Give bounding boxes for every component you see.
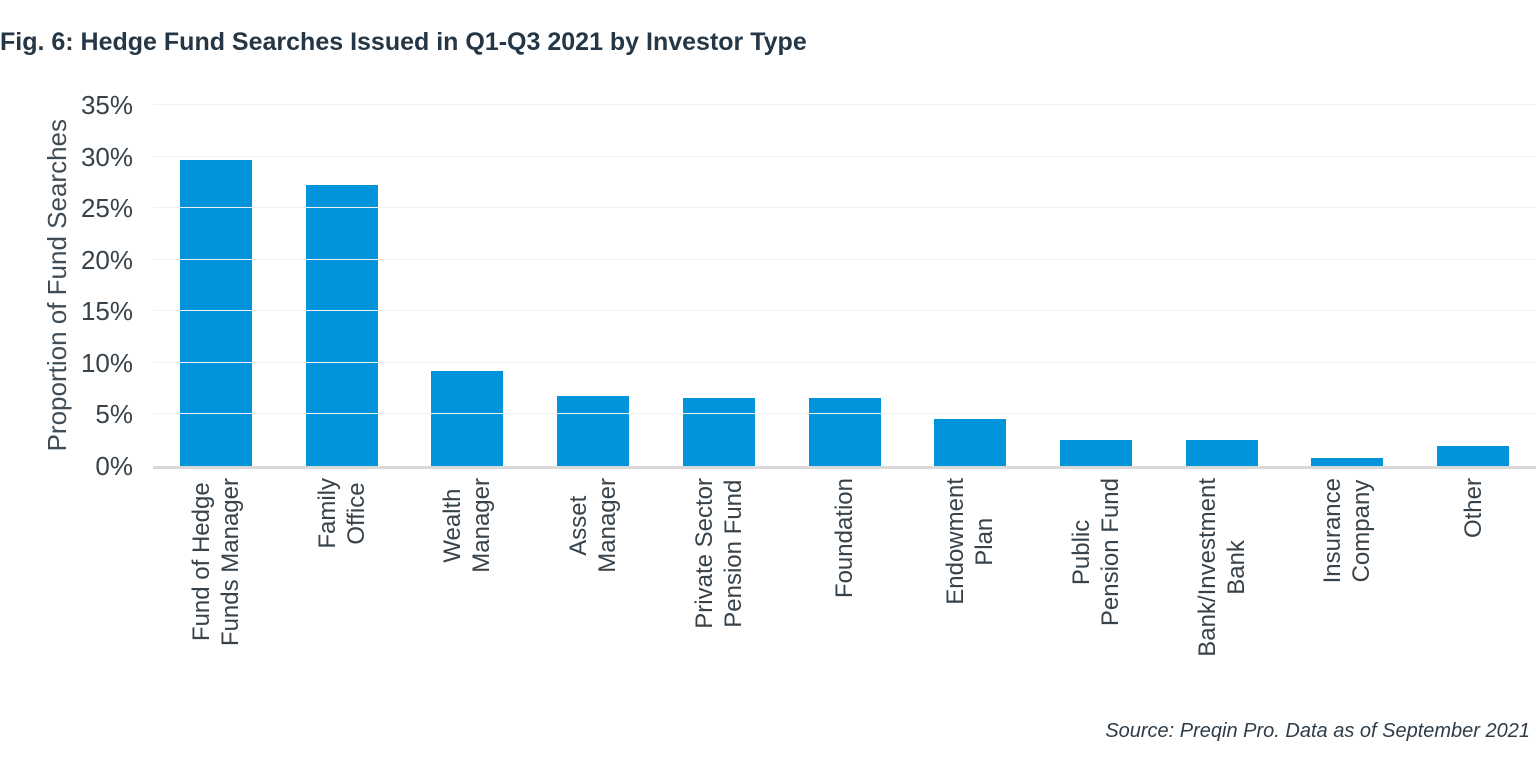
x-tick-label-family-office: Family Office bbox=[313, 478, 370, 549]
bar-wealth-manager bbox=[431, 371, 504, 466]
bar-fund-of-hedge-funds-manager bbox=[179, 159, 252, 466]
y-tick-label-15: 15% bbox=[80, 296, 133, 327]
bar-asset-manager bbox=[557, 395, 630, 466]
x-label-slot: Endowment Plan bbox=[907, 478, 1033, 605]
x-tick-label-foundation: Foundation bbox=[831, 478, 859, 599]
bar-slot bbox=[1410, 105, 1536, 466]
figure-title: Fig. 6: Hedge Fund Searches Issued in Q1… bbox=[0, 28, 807, 56]
y-tick-label-10: 10% bbox=[80, 347, 133, 378]
x-tick-label-other: Other bbox=[1459, 478, 1487, 539]
bar-bank-investment-bank bbox=[1185, 440, 1258, 466]
x-tick-label-bank-investment-bank: Bank/Investment Bank bbox=[1193, 478, 1250, 657]
x-label-slot: Asset Manager bbox=[530, 478, 656, 573]
x-tick-label-wealth-manager: Wealth Manager bbox=[439, 478, 496, 573]
x-label-slot: Family Office bbox=[279, 478, 405, 549]
x-label-slot: Bank/Investment Bank bbox=[1159, 478, 1285, 657]
x-label-slot: Public Pension Fund bbox=[1033, 478, 1159, 626]
y-tick-label-5: 5% bbox=[95, 399, 133, 430]
x-label-slot: Fund of Hedge Funds Manager bbox=[153, 478, 279, 646]
x-tick-label-asset-manager: Asset Manager bbox=[565, 478, 622, 573]
bar-slot bbox=[530, 105, 656, 466]
bar-private-sector-pension-fund bbox=[682, 397, 755, 466]
plot-area bbox=[153, 104, 1536, 469]
bar-slot bbox=[153, 105, 279, 466]
bar-slot bbox=[782, 105, 908, 466]
gridline-30 bbox=[153, 155, 1536, 157]
x-tick-label-private-sector-pension-fund: Private Sector Pension Fund bbox=[690, 478, 747, 629]
bar-slot bbox=[907, 105, 1033, 466]
bar-slot bbox=[656, 105, 782, 466]
bar-other bbox=[1437, 446, 1510, 466]
bar-family-office bbox=[305, 185, 378, 466]
y-tick-label-30: 30% bbox=[80, 141, 133, 172]
gridline-5 bbox=[153, 413, 1536, 415]
x-label-slot: Wealth Manager bbox=[404, 478, 530, 573]
bar-foundation bbox=[808, 397, 881, 466]
bar-slot bbox=[404, 105, 530, 466]
x-tick-label-public-pension-fund: Public Pension Fund bbox=[1068, 478, 1124, 627]
x-tick-label-fund-of-hedge-funds-manager: Fund of Hedge Funds Manager bbox=[187, 478, 244, 647]
x-axis-labels: Fund of Hedge Funds Manager Family Office We… bbox=[153, 478, 1536, 708]
bar-series bbox=[153, 105, 1536, 466]
bar-slot bbox=[1159, 105, 1285, 466]
bar-slot bbox=[1285, 105, 1411, 466]
source-note: Source: Preqin Pro. Data as of September… bbox=[1105, 720, 1530, 742]
bar-insurance-company bbox=[1311, 457, 1384, 466]
y-tick-label-25: 25% bbox=[80, 193, 133, 224]
gridline-15 bbox=[153, 310, 1536, 312]
bar-endowment-plan bbox=[934, 418, 1007, 466]
gridline-25 bbox=[153, 207, 1536, 209]
x-label-slot: Foundation bbox=[782, 478, 908, 598]
x-axis-line bbox=[153, 466, 1536, 469]
gridline-10 bbox=[153, 361, 1536, 363]
bar-slot bbox=[1033, 105, 1159, 466]
gridline-35 bbox=[153, 104, 1536, 105]
x-label-slot: Insurance Company bbox=[1285, 478, 1411, 583]
x-label-slot: Other bbox=[1410, 478, 1536, 538]
y-tick-label-0: 0% bbox=[95, 451, 133, 481]
bar-public-pension-fund bbox=[1060, 440, 1132, 466]
x-label-slot: Private Sector Pension Fund bbox=[656, 478, 782, 629]
x-tick-label-endowment-plan: Endowment Plan bbox=[942, 478, 999, 605]
bar-slot bbox=[279, 105, 405, 466]
gridline-20 bbox=[153, 258, 1536, 260]
x-tick-label-insurance-company: Insurance Company bbox=[1319, 478, 1376, 584]
y-tick-label-20: 20% bbox=[80, 244, 133, 275]
y-tick-label-35: 35% bbox=[80, 90, 133, 120]
